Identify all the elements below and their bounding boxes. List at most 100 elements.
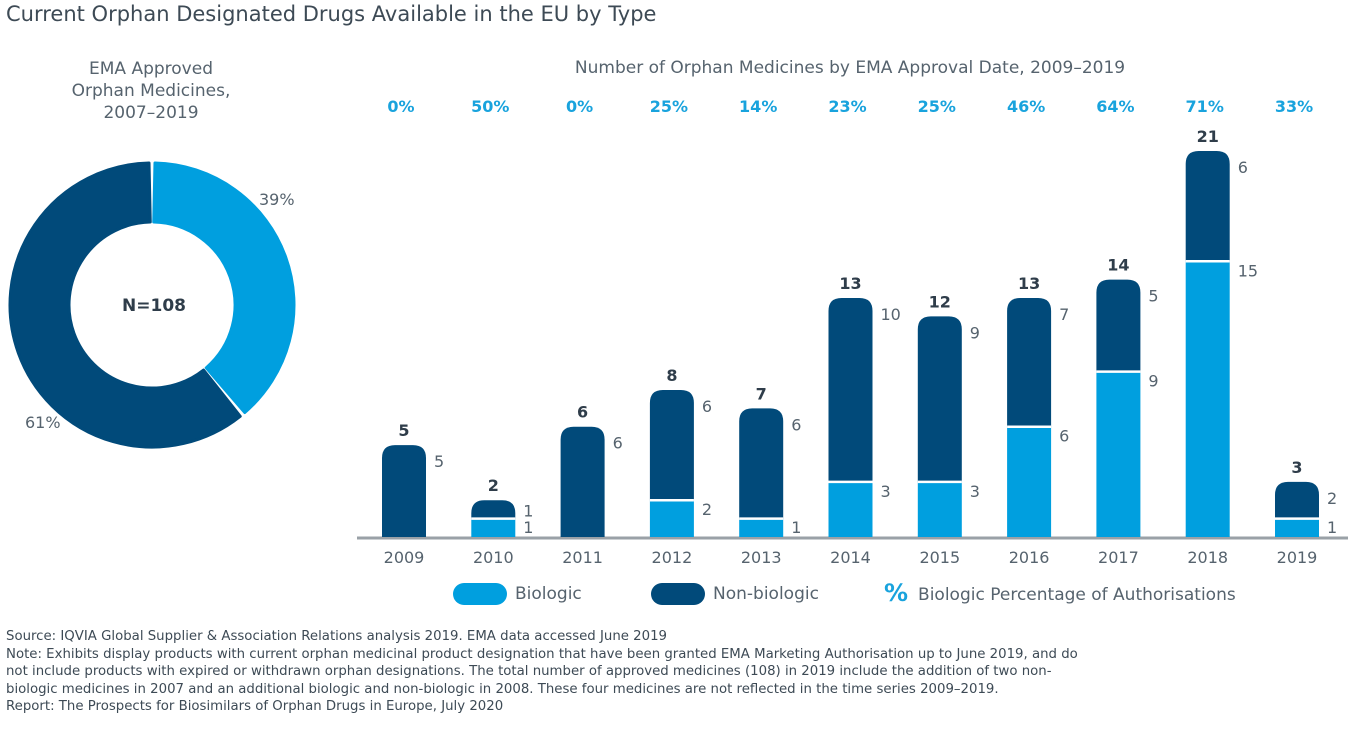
bar-total-label-2019: 3 bbox=[1291, 458, 1302, 477]
bar-nonbiologic-2012 bbox=[649, 389, 694, 501]
bar-biologic-value-2015: 3 bbox=[970, 482, 980, 501]
bar-nonbiologic-value-2009: 5 bbox=[434, 452, 444, 471]
biologic-percent-2014: 23% bbox=[828, 97, 866, 116]
bar-nonbiologic-2017 bbox=[1096, 279, 1141, 372]
legend-percent: % Biologic Percentage of Authorisations bbox=[884, 579, 1236, 607]
donut-title: EMA Approved Orphan Medicines, 2007–2019 bbox=[40, 58, 262, 124]
note-line-3: biologic medicines in 2007 and an additi… bbox=[6, 681, 999, 697]
x-tick-label-2018: 2018 bbox=[1187, 548, 1228, 567]
biologic-percent-2011: 0% bbox=[566, 97, 593, 116]
bar-biologic-value-2012: 2 bbox=[702, 500, 712, 519]
bar-biologic-2019 bbox=[1275, 518, 1319, 537]
x-tick-label-2016: 2016 bbox=[1009, 548, 1050, 567]
x-tick-label-2017: 2017 bbox=[1098, 548, 1139, 567]
bar-nonbiologic-value-2019: 2 bbox=[1327, 489, 1337, 508]
bar-biologic-value-2017: 9 bbox=[1148, 372, 1158, 391]
legend: Biologic Non-biologic % Biologic Percent… bbox=[0, 579, 1352, 613]
bar-biologic-value-2018: 15 bbox=[1238, 261, 1258, 280]
bar-nonbiologic-value-2010: 1 bbox=[523, 502, 533, 521]
bar-chart-title: Number of Orphan Medicines by EMA Approv… bbox=[574, 58, 1126, 78]
legend-biologic: Biologic bbox=[453, 583, 582, 605]
bar-biologic-2013 bbox=[739, 518, 784, 537]
bar-total-label-2016: 13 bbox=[1018, 274, 1040, 293]
bar-nonbiologic-value-2015: 9 bbox=[970, 323, 980, 342]
bar-nonbiologic-value-2016: 7 bbox=[1059, 305, 1069, 324]
bar-biologic-2018 bbox=[1185, 261, 1230, 537]
bar-total-label-2015: 12 bbox=[929, 292, 951, 311]
bar-nonbiologic-value-2017: 5 bbox=[1148, 287, 1158, 306]
bar-nonbiologic-2013 bbox=[739, 408, 784, 519]
source-note: Source: IQVIA Global Supplier & Associat… bbox=[6, 629, 667, 644]
biologic-percent-2016: 46% bbox=[1007, 97, 1045, 116]
donut-label-biologic: 39% bbox=[259, 190, 295, 209]
donut-title-line-3: 2007–2019 bbox=[103, 103, 199, 123]
report-note: Report: The Prospects for Biosimilars of… bbox=[6, 699, 504, 714]
x-tick-label-2012: 2012 bbox=[652, 548, 693, 567]
biologic-percent-2013: 14% bbox=[739, 97, 777, 116]
bar-total-label-2009: 5 bbox=[398, 421, 409, 440]
biologic-percent-2012: 25% bbox=[650, 97, 688, 116]
biologic-percent-2019: 33% bbox=[1275, 97, 1313, 116]
bar-total-label-2010: 2 bbox=[488, 476, 499, 495]
bar-biologic-2014 bbox=[828, 481, 873, 537]
legend-biologic-swatch bbox=[453, 583, 507, 605]
bar-biologic-value-2010: 1 bbox=[523, 518, 533, 537]
legend-percent-symbol: % bbox=[884, 579, 909, 607]
bar-biologic-2010 bbox=[471, 518, 516, 537]
x-tick-label-2014: 2014 bbox=[830, 548, 871, 567]
bar-biologic-2016 bbox=[1007, 426, 1052, 537]
x-tick-label-2015: 2015 bbox=[919, 548, 960, 567]
bar-biologic-value-2014: 3 bbox=[881, 482, 891, 501]
bar-nonbiologic-2018 bbox=[1185, 151, 1230, 262]
x-tick-label-2019: 2019 bbox=[1277, 548, 1318, 567]
biologic-percent-2010: 50% bbox=[471, 97, 509, 116]
legend-biologic-label: Biologic bbox=[515, 584, 582, 604]
bar-total-label-2011: 6 bbox=[577, 403, 588, 422]
donut-title-line-1: EMA Approved bbox=[89, 59, 213, 79]
bar-nonbiologic-2015 bbox=[917, 316, 962, 482]
bar-nonbiologic-2019 bbox=[1275, 481, 1319, 519]
bar-total-label-2014: 13 bbox=[839, 274, 861, 293]
x-tick-label-2009: 2009 bbox=[384, 548, 425, 567]
legend-nonbiologic-swatch bbox=[651, 583, 705, 605]
donut-slice-non-biologic bbox=[8, 161, 242, 449]
bar-nonbiologic-value-2012: 6 bbox=[702, 397, 712, 416]
donut-slice-biologic bbox=[152, 161, 296, 414]
bar-nonbiologic-value-2013: 6 bbox=[791, 415, 801, 434]
bar-nonbiologic-2011 bbox=[560, 426, 605, 537]
donut-title-line-2: Orphan Medicines, bbox=[71, 81, 231, 101]
bar-total-label-2012: 8 bbox=[666, 366, 677, 385]
bar-nonbiologic-2014 bbox=[828, 298, 873, 482]
bar-biologic-value-2013: 1 bbox=[791, 518, 801, 537]
legend-percent-label: Biologic Percentage of Authorisations bbox=[918, 585, 1236, 605]
bar-nonbiologic-2016 bbox=[1007, 298, 1052, 427]
x-tick-label-2011: 2011 bbox=[562, 548, 603, 567]
bar-total-label-2017: 14 bbox=[1107, 256, 1129, 275]
bar-nonbiologic-2010 bbox=[471, 500, 516, 519]
bar-nonbiologic-value-2011: 6 bbox=[613, 434, 623, 453]
bar-biologic-2017 bbox=[1096, 371, 1141, 537]
bar-total-label-2013: 7 bbox=[756, 384, 767, 403]
bar-chart: 5520090%211201050%6620110%862201225%7612… bbox=[357, 97, 1348, 567]
bar-total-label-2018: 21 bbox=[1197, 127, 1219, 146]
donut-chart: 39% 61% N=108 bbox=[8, 161, 296, 449]
bar-nonbiologic-value-2018: 6 bbox=[1238, 158, 1248, 177]
bar-nonbiologic-2009 bbox=[382, 445, 426, 537]
x-tick-label-2010: 2010 bbox=[473, 548, 514, 567]
donut-center-label: N=108 bbox=[122, 296, 186, 316]
chart-title: Current Orphan Designated Drugs Availabl… bbox=[6, 2, 657, 26]
bar-biologic-value-2019: 1 bbox=[1327, 518, 1337, 537]
donut-label-nonbiologic: 61% bbox=[25, 413, 61, 432]
note-line-1: Note: Exhibits display products with cur… bbox=[6, 646, 1078, 662]
notes: Source: IQVIA Global Supplier & Associat… bbox=[6, 628, 1346, 716]
legend-nonbiologic: Non-biologic bbox=[651, 583, 819, 605]
biologic-percent-2018: 71% bbox=[1186, 97, 1224, 116]
x-tick-label-2013: 2013 bbox=[741, 548, 782, 567]
note-line-2: not include products with expired or wit… bbox=[6, 664, 1052, 679]
biologic-percent-2017: 64% bbox=[1096, 97, 1134, 116]
bar-biologic-2015 bbox=[917, 481, 962, 537]
bar-biologic-value-2016: 6 bbox=[1059, 427, 1069, 446]
bar-nonbiologic-value-2014: 10 bbox=[881, 305, 901, 324]
bar-biologic-2012 bbox=[649, 500, 694, 537]
biologic-percent-2015: 25% bbox=[918, 97, 956, 116]
